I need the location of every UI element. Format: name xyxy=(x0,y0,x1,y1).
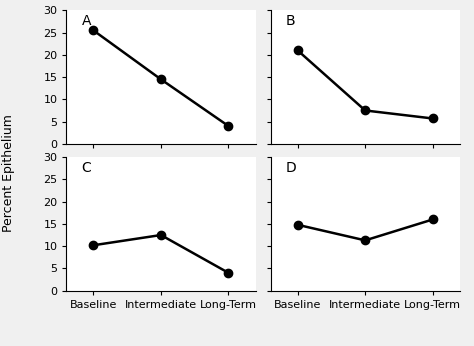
Text: D: D xyxy=(286,161,297,175)
Text: Percent Epithelium: Percent Epithelium xyxy=(2,114,15,232)
Text: B: B xyxy=(286,15,295,28)
Text: C: C xyxy=(82,161,91,175)
Text: A: A xyxy=(82,15,91,28)
